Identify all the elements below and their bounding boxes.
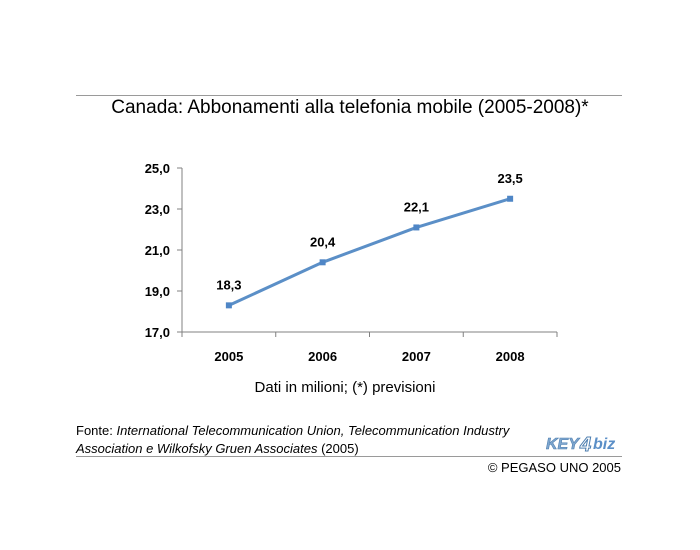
source-text-1: International Telecommunication Union, T… <box>116 423 510 438</box>
x-tick-labels: 2005 2006 2007 2008 <box>214 349 524 364</box>
copyright: © PEGASO UNO 2005 <box>487 460 621 475</box>
y-tick-label: 23,0 <box>145 202 170 217</box>
source-prefix: Fonte: <box>76 423 117 438</box>
key4biz-logo: KEY 4 biz <box>546 434 615 455</box>
chart-caption: Dati in milioni; (*) previsioni <box>254 379 436 396</box>
y-tick-label: 19,0 <box>145 284 170 299</box>
data-point <box>319 259 326 266</box>
data-labels: 18,3 20,4 22,1 23,5 <box>216 171 523 293</box>
logo-text-left: KEY <box>546 436 580 453</box>
y-tick-label: 21,0 <box>145 243 170 258</box>
source-note: Fonte: International Telecommunication U… <box>76 422 556 458</box>
x-tick-label: 2008 <box>496 349 525 364</box>
bottom-divider <box>76 456 622 457</box>
chart-title: Canada: Abbonamenti alla telefonia mobil… <box>111 97 589 118</box>
y-tick-labels: 17,0 19,0 21,0 23,0 25,0 <box>145 161 170 340</box>
data-point <box>413 224 420 231</box>
x-tick-label: 2005 <box>214 349 243 364</box>
chart-axes <box>177 167 558 337</box>
source-suffix: (2005) <box>317 441 359 456</box>
data-point <box>225 302 232 309</box>
data-points <box>225 195 514 309</box>
x-tick-label: 2006 <box>308 349 337 364</box>
logo-number: 4 <box>579 434 591 454</box>
data-point <box>507 195 514 202</box>
data-label: 20,4 <box>310 234 336 249</box>
y-tick-label: 25,0 <box>145 161 170 176</box>
data-label: 22,1 <box>404 199 429 214</box>
x-tick-label: 2007 <box>402 349 431 364</box>
top-divider <box>76 95 622 96</box>
series-polyline <box>228 197 511 307</box>
data-label: 23,5 <box>497 171 522 186</box>
y-tick-label: 17,0 <box>145 325 170 340</box>
logo-text-right: biz <box>593 436 615 453</box>
source-text-2: Association e Wilkofsky Gruen Associates <box>76 441 318 456</box>
series-line <box>228 197 511 307</box>
data-label: 18,3 <box>216 277 241 292</box>
